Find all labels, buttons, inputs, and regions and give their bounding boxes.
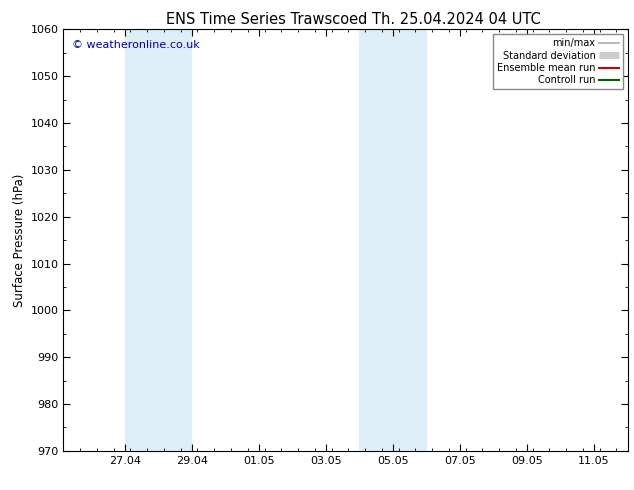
Bar xyxy=(125,29,192,451)
Text: © weatheronline.co.uk: © weatheronline.co.uk xyxy=(72,40,200,50)
Bar xyxy=(359,29,427,451)
Text: Th. 25.04.2024 04 UTC: Th. 25.04.2024 04 UTC xyxy=(372,12,541,27)
Y-axis label: Surface Pressure (hPa): Surface Pressure (hPa) xyxy=(13,173,26,307)
Legend: min/max, Standard deviation, Ensemble mean run, Controll run: min/max, Standard deviation, Ensemble me… xyxy=(493,34,623,89)
Text: ENS Time Series Trawscoed: ENS Time Series Trawscoed xyxy=(165,12,367,27)
